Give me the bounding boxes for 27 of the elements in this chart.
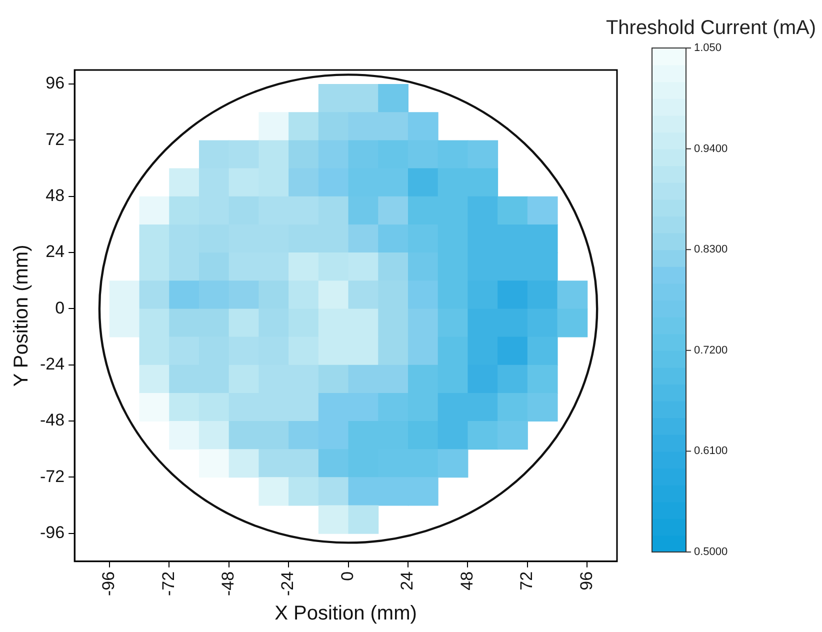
- x-tick-label: -48: [218, 571, 238, 596]
- color-bar-label: 0.6100: [694, 445, 728, 458]
- x-tick-label: 96: [576, 571, 596, 590]
- x-tick-label: -72: [158, 571, 178, 596]
- y-tick-label: -24: [40, 354, 65, 374]
- y-tick-label: 48: [46, 186, 65, 206]
- color-bar-title: Threshold Current (mA): [606, 17, 816, 39]
- color-bar-label: 0.8300: [694, 244, 728, 256]
- color-bar-label: 0.7200: [694, 344, 728, 356]
- y-tick-label: 0: [55, 298, 65, 318]
- x-tick-label: 0: [338, 571, 357, 581]
- y-tick-label: -96: [40, 523, 65, 542]
- x-tick-label: -96: [99, 571, 118, 596]
- color-bar-label: 1.050: [694, 42, 722, 54]
- x-tick-label: 48: [457, 571, 476, 590]
- y-tick-label: 96: [46, 74, 65, 93]
- x-axis-title: X Position (mm): [274, 602, 417, 625]
- y-axis-title: Y Position (mm): [10, 244, 33, 387]
- y-tick-label: 24: [46, 242, 65, 262]
- x-tick-label: -24: [278, 571, 298, 596]
- color-bar-label: 0.9400: [694, 142, 728, 155]
- x-tick-label: 72: [517, 571, 536, 590]
- color-bar-label: 0.5000: [694, 546, 728, 558]
- x-tick-label: 24: [398, 571, 417, 590]
- y-tick-label: 72: [46, 130, 65, 149]
- y-tick-label: -72: [40, 466, 65, 486]
- y-tick-label: -48: [40, 410, 65, 430]
